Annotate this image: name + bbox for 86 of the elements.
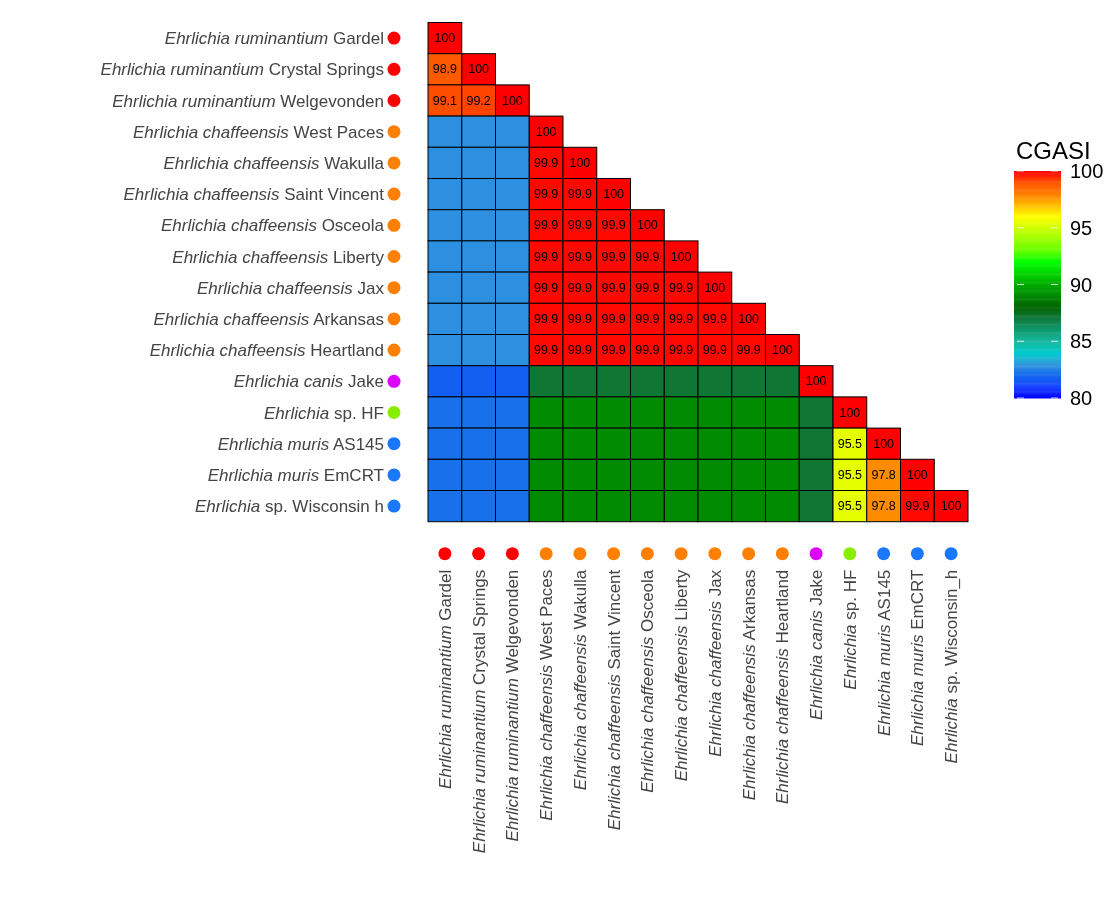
data-label: 99.9 <box>567 218 593 233</box>
data-label: 99.9 <box>567 280 593 295</box>
data-label: 100 <box>636 218 658 233</box>
data-label: 99.1 <box>432 93 458 108</box>
y-tick-label: Ehrlichia chaffeensis Osceola <box>160 215 385 235</box>
data-label: 99.9 <box>702 311 728 326</box>
y-tick-label: Ehrlichia canis Jake <box>233 371 384 391</box>
data-label: 100 <box>501 93 523 108</box>
color-bar-label: 90 <box>1070 273 1093 296</box>
y-tick-label: Ehrlichia chaffeensis Liberty <box>172 247 385 266</box>
data-label: 100 <box>603 187 625 202</box>
y-tick-label: Ehrlichia chaffeensis Saint Vincent <box>123 184 385 204</box>
y-tick-label: Ehrlichia ruminantium Welgevonden <box>112 91 384 110</box>
x-tick-label: Ehrlichia chaffeensis Liberty <box>671 569 691 782</box>
y-tick-label: Ehrlichia chaffeensis West Paces <box>132 122 384 142</box>
data-label: 99.9 <box>635 249 660 264</box>
data-label: 95.5 <box>837 467 863 482</box>
x-tick-label: Ehrlichia chaffeensis Heartland <box>772 569 792 805</box>
x-tick-label: Ehrlichia canis Jake <box>806 569 826 720</box>
data-label: 100 <box>670 249 692 264</box>
data-label: 100 <box>940 499 962 514</box>
data-label: 99.9 <box>702 343 728 358</box>
color-bar-label: 95 <box>1070 216 1093 239</box>
data-label: 99.9 <box>533 218 559 233</box>
data-label: 99.9 <box>905 499 930 514</box>
data-label: 99.9 <box>601 280 626 295</box>
data-label: 99.9 <box>533 187 559 202</box>
y-tick-label: Ehrlichia chaffeensis Arkansas <box>153 309 384 329</box>
data-label: 99.9 <box>635 343 660 358</box>
y-tick-label: Ehrlichia chaffeensis Wakulla <box>163 153 385 173</box>
data-label: 100 <box>906 467 928 482</box>
data-label: 99.2 <box>466 93 491 108</box>
data-label: 99.9 <box>533 280 559 295</box>
y-tick-label: Ehrlichia sp. Wisconsin h <box>195 496 384 516</box>
data-label: 99.9 <box>567 249 593 264</box>
data-label: 99.9 <box>533 155 559 170</box>
data-label: 100 <box>839 405 861 420</box>
data-label: 99.9 <box>668 280 694 295</box>
data-label: 98.9 <box>432 62 458 77</box>
data-label: 99.9 <box>601 249 626 264</box>
color-bar-label: 85 <box>1070 330 1093 353</box>
y-tick-label: Ehrlichia ruminantium Crystal Springs <box>100 59 384 79</box>
y-tick-label: Ehrlichia ruminantium Gardel <box>164 28 384 48</box>
x-tick-label: Ehrlichia muris AS145 <box>874 569 894 737</box>
data-label: 99.9 <box>567 187 593 202</box>
data-label: 100 <box>704 280 726 295</box>
data-label: 100 <box>805 374 827 389</box>
data-label: 97.8 <box>871 499 896 514</box>
data-label: 99.9 <box>533 343 559 358</box>
data-label: 99.9 <box>567 343 593 358</box>
data-label: 100 <box>535 124 557 139</box>
x-tick-label: Ehrlichia chaffeensis Wakulla <box>570 569 590 791</box>
color-bar-label: 80 <box>1070 387 1093 409</box>
data-label: 95.5 <box>837 436 863 451</box>
data-label: 95.5 <box>837 499 863 514</box>
y-tick-label: Ehrlichia sp. HF <box>264 403 384 422</box>
data-label: 100 <box>873 436 895 451</box>
data-label: 99.9 <box>635 280 660 295</box>
data-label: 97.8 <box>871 467 896 482</box>
data-label: 99.9 <box>601 218 626 233</box>
x-tick-label: Ehrlichia chaffeensis Arkansas <box>739 569 759 801</box>
data-label: 99.9 <box>533 249 559 264</box>
data-label: 99.9 <box>635 311 660 326</box>
data-label: 99.9 <box>533 311 559 326</box>
data-label: 99.9 <box>601 343 626 358</box>
x-tick-label: Ehrlichia sp. HF <box>840 569 860 690</box>
data-label: 99.9 <box>668 343 694 358</box>
data-label: 100 <box>434 31 456 46</box>
x-tick-label: Ehrlichia sp. Wisconsin_h <box>941 569 961 764</box>
y-tick-label: Ehrlichia chaffeensis Jax <box>196 278 385 298</box>
y-tick-label: Ehrlichia chaffeensis Heartland <box>149 340 384 360</box>
y-tick-label: Ehrlichia muris EmCRT <box>207 465 384 485</box>
data-label: 100 <box>569 155 591 170</box>
x-tick-label: Ehrlichia chaffeensis Jax <box>705 569 725 757</box>
data-label: 99.9 <box>668 311 694 326</box>
x-tick-label: Ehrlichia muris EmCRT <box>907 569 927 747</box>
data-label: 100 <box>738 311 760 326</box>
data-label: 100 <box>771 343 793 358</box>
data-label: 99.9 <box>567 311 593 326</box>
data-label: 99.9 <box>736 343 761 358</box>
x-tick-label: Ehrlichia chaffeensis West Paces <box>536 569 556 821</box>
y-tick-label: Ehrlichia muris AS145 <box>217 434 384 454</box>
x-tick-label: Ehrlichia chaffeensis Saint Vincent <box>604 569 624 831</box>
data-label: 99.9 <box>601 311 626 326</box>
x-tick-label: Ehrlichia chaffeensis Osceola <box>637 569 657 793</box>
data-label: 100 <box>468 62 490 77</box>
